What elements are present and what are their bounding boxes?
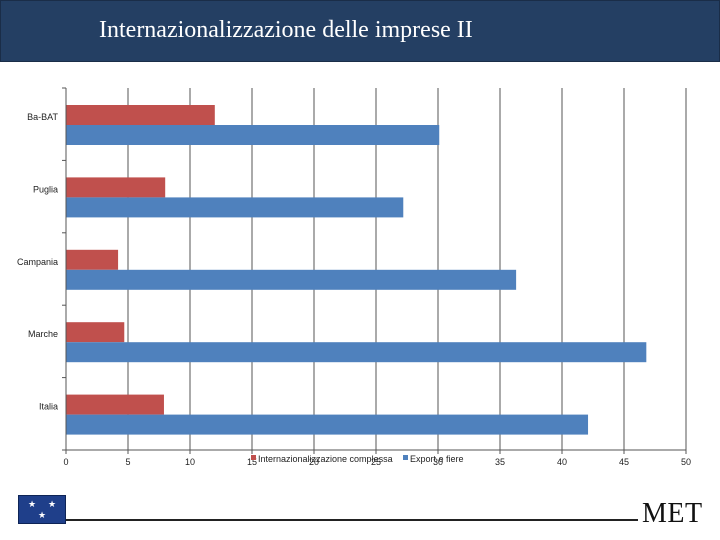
category-label: Puglia: [33, 184, 58, 194]
slide-title: Internazionalizzazione delle imprese II: [99, 17, 473, 43]
svg-text:★: ★: [38, 511, 46, 521]
category-label: Ba-BAT: [27, 112, 58, 122]
legend-swatch: [403, 455, 408, 460]
legend-label: Internazionalizzazione complessa: [258, 454, 393, 464]
x-tick-label: 45: [619, 457, 629, 467]
bar-export: [66, 342, 647, 363]
x-tick-label: 30: [433, 457, 443, 467]
x-tick-label: 50: [681, 457, 691, 467]
bar-export: [66, 414, 589, 435]
x-tick-label: 20: [309, 457, 319, 467]
svg-text:★: ★: [48, 500, 56, 510]
bar-internazionalizzazione: [66, 249, 119, 270]
bar-internazionalizzazione: [66, 105, 215, 125]
svg-text:★: ★: [28, 500, 36, 510]
footer-rule: [66, 519, 638, 521]
legend-label: Export e fiere: [410, 454, 464, 464]
x-tick-label: 0: [63, 457, 68, 467]
bar-internazionalizzazione: [66, 177, 166, 198]
x-tick-label: 15: [247, 457, 257, 467]
x-tick-label: 10: [185, 457, 195, 467]
bar-export: [66, 269, 517, 290]
bar-export: [66, 125, 440, 145]
x-tick-label: 35: [495, 457, 505, 467]
flag-stars: ★ ★ ★: [28, 500, 56, 521]
slide-header: Internazionalizzazione delle imprese II: [0, 0, 720, 62]
bar-internazionalizzazione: [66, 394, 164, 415]
category-label: Italia: [39, 402, 58, 412]
category-label: Campania: [17, 257, 58, 267]
eu-flag-icon: ★ ★ ★: [18, 495, 66, 524]
brand-logo: MET: [642, 498, 703, 529]
x-tick-label: 25: [371, 457, 381, 467]
bar-internazionalizzazione: [66, 322, 125, 343]
legend-swatch: [251, 455, 256, 460]
category-label: Marche: [28, 329, 58, 339]
bar-export: [66, 197, 404, 218]
x-tick-label: 5: [125, 457, 130, 467]
x-tick-label: 40: [557, 457, 567, 467]
